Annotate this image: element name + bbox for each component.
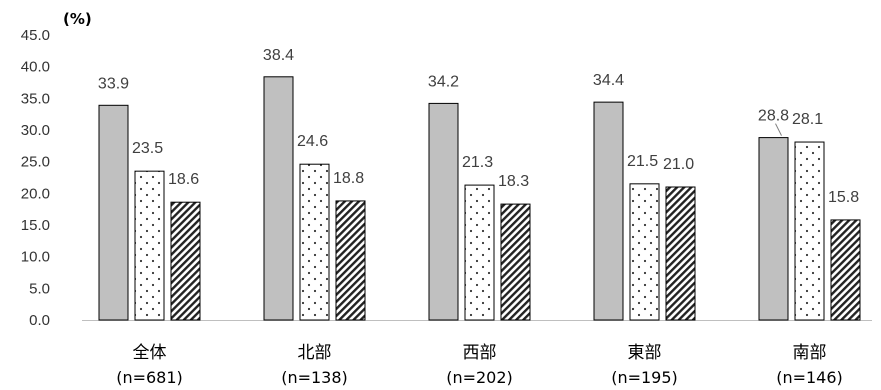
bar-3-2 <box>464 184 495 321</box>
y-tick-label: 20.0 <box>21 185 50 202</box>
data-label: 24.6 <box>297 133 328 150</box>
y-tick-label: 30.0 <box>21 122 50 139</box>
bar-5-2 <box>794 141 825 321</box>
y-tick-label: 5.0 <box>29 280 50 297</box>
data-label: 21.5 <box>627 153 658 170</box>
x-category-label: 東部 <box>628 343 662 363</box>
data-label: 18.3 <box>498 173 529 190</box>
data-label: 15.8 <box>828 189 859 206</box>
x-category-n-label: (n=681) <box>116 368 183 387</box>
x-category-n-label: (n=138) <box>281 368 348 387</box>
data-label: 21.0 <box>663 156 694 173</box>
data-label: 28.1 <box>792 111 823 128</box>
data-label: 33.9 <box>98 75 129 92</box>
y-tick-label: 40.0 <box>21 59 50 76</box>
x-category-label: 北部 <box>298 343 332 363</box>
y-tick-label: 25.0 <box>21 154 50 171</box>
x-category-n-label: (n=195) <box>611 368 678 387</box>
bar-2-1 <box>263 76 294 321</box>
bar-1-3 <box>170 201 201 321</box>
data-label: 23.5 <box>132 140 163 157</box>
data-label: 34.4 <box>593 72 624 89</box>
bar-4-1 <box>593 101 624 321</box>
x-category-label: 南部 <box>793 343 827 363</box>
y-tick-label: 10.0 <box>21 249 50 266</box>
y-tick-label: 35.0 <box>21 90 50 107</box>
data-label: 18.8 <box>333 170 364 187</box>
bar-3-3 <box>500 203 531 321</box>
bar-4-2 <box>629 183 660 321</box>
unit-label: (%) <box>63 10 92 28</box>
bar-3-1 <box>428 102 459 321</box>
data-label: 38.4 <box>263 47 294 64</box>
data-label: 28.8 <box>758 108 789 125</box>
bar-2-3 <box>335 200 366 321</box>
x-category-label: 西部 <box>463 343 497 363</box>
bar-2-2 <box>299 163 330 321</box>
y-tick-label: 0.0 <box>29 312 50 329</box>
x-category-n-label: (n=202) <box>446 368 513 387</box>
y-tick-label: 15.0 <box>21 217 50 234</box>
bar-5-1 <box>758 137 789 321</box>
y-tick-label: 45.0 <box>21 27 50 44</box>
bar-1-2 <box>134 170 165 321</box>
data-label: 18.6 <box>168 171 199 188</box>
x-category-n-label: (n=146) <box>776 368 843 387</box>
bar-4-3 <box>665 186 696 321</box>
data-label: 34.2 <box>428 73 459 90</box>
bar-5-3 <box>830 219 861 321</box>
leader-line <box>775 123 782 136</box>
bar-1-1 <box>98 104 129 321</box>
x-category-label: 全体 <box>133 343 167 363</box>
data-label: 21.3 <box>462 154 493 171</box>
